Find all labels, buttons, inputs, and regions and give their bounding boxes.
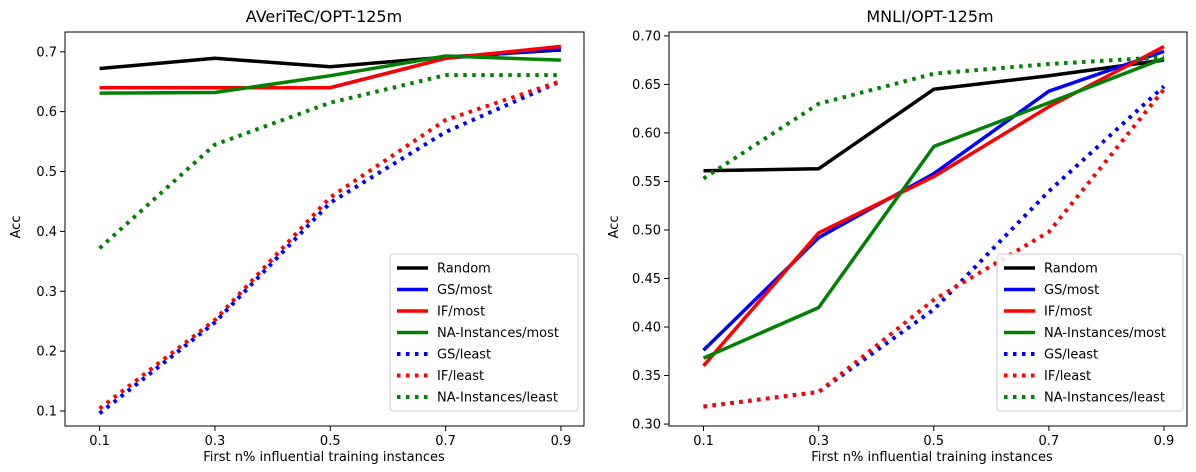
legend-entry: IF/most: [437, 305, 485, 320]
y-tick-label: 0.65: [632, 78, 661, 93]
x-tick-label: 0.9: [551, 434, 572, 449]
y-tick-label: 0.60: [632, 126, 661, 141]
y-tick-label: 0.2: [36, 345, 57, 360]
y-tick-label: 0.3: [36, 285, 57, 300]
legend-entry: GS/least: [437, 348, 491, 363]
axes-frame: [64, 31, 585, 427]
series-line-na-instances-least: [702, 55, 1165, 181]
series-line-na-instances-least: [98, 73, 561, 250]
legend-entry: NA-Instances/least: [437, 391, 558, 406]
y-tick-label: 0.4: [36, 225, 57, 240]
y-tick-label: 0.40: [632, 321, 661, 336]
y-tick-label: 0.70: [632, 29, 661, 44]
legend-entry: NA-Instances/most: [437, 326, 559, 341]
chart-title: MNLI/OPT-125m: [866, 7, 993, 26]
legend-entry: IF/least: [437, 369, 484, 384]
legend-entry: GS/most: [1044, 283, 1099, 298]
plot-area: 0.1 0.3 0.5 0.7 0.9 0.30 0.35 0.40 0.45 0.50 0.55 0…: [632, 29, 1188, 449]
x-tick-label: 0.7: [1039, 434, 1060, 449]
y-axis-label: Acc: [9, 216, 24, 239]
legend-entry: IF/most: [1044, 305, 1092, 320]
plot-area: 0.1 0.3 0.5 0.7 0.9 0.1 0.2 0.3 0.4 0.5 0.6 0.7 Rand…: [36, 31, 585, 449]
series-line-random: [703, 58, 1165, 173]
y-tick-label: 0.50: [632, 223, 661, 238]
x-tick-label: 0.1: [693, 434, 714, 449]
legend-entry: GS/most: [437, 283, 492, 298]
y-tick-label: 0.1: [36, 405, 57, 420]
legend-entry: GS/least: [1044, 348, 1098, 363]
y-tick-label: 0.7: [36, 45, 57, 60]
legend-box: [389, 253, 579, 412]
series-line-na-instances-most: [702, 56, 1165, 360]
series-line-na-instances-most: [99, 54, 561, 95]
series-line-if-most: [99, 44, 562, 90]
legend-entry: Random: [437, 262, 491, 277]
legend-entry: IF/least: [1044, 369, 1091, 384]
x-tick-label: 0.3: [205, 434, 226, 449]
y-tick-label: 0.55: [632, 175, 661, 190]
y-tick-label: 0.45: [632, 272, 661, 287]
x-tick-label: 0.1: [89, 434, 110, 449]
legend-entry: Random: [1044, 262, 1098, 277]
legend: Random GS/most IF/most NA-Instances/most GS/…: [996, 253, 1184, 412]
x-tick-label: 0.5: [923, 434, 944, 449]
subplot-averitec: AVeriTeC/OPT-125m Acc First n% influenti…: [9, 7, 585, 465]
y-tick-label: 0.5: [36, 165, 57, 180]
x-tick-label: 0.9: [1154, 434, 1175, 449]
legend-box: [996, 253, 1184, 412]
axes-frame: [668, 31, 1188, 427]
chart-title: AVeriTeC/OPT-125m: [246, 7, 402, 26]
x-tick-label: 0.3: [808, 434, 829, 449]
subplot-mnli: MNLI/OPT-125m Acc First n% influential t…: [607, 7, 1188, 465]
y-axis-label: Acc: [607, 216, 622, 239]
x-tick-label: 0.7: [435, 434, 456, 449]
legend: Random GS/most IF/most NA-Instances/most GS/…: [389, 253, 579, 412]
legend-entry: NA-Instances/most: [1044, 326, 1166, 341]
y-tick-label: 0.30: [632, 418, 661, 433]
x-tick-label: 0.5: [320, 434, 341, 449]
x-axis-label: First n% influential training instances: [811, 450, 1053, 465]
y-tick-label: 0.6: [36, 105, 57, 120]
x-axis-label: First n% influential training instances: [203, 450, 445, 465]
y-tick-label: 0.35: [632, 369, 661, 384]
legend-entry: NA-Instances/least: [1044, 391, 1165, 406]
series-line-if-least: [703, 88, 1166, 409]
